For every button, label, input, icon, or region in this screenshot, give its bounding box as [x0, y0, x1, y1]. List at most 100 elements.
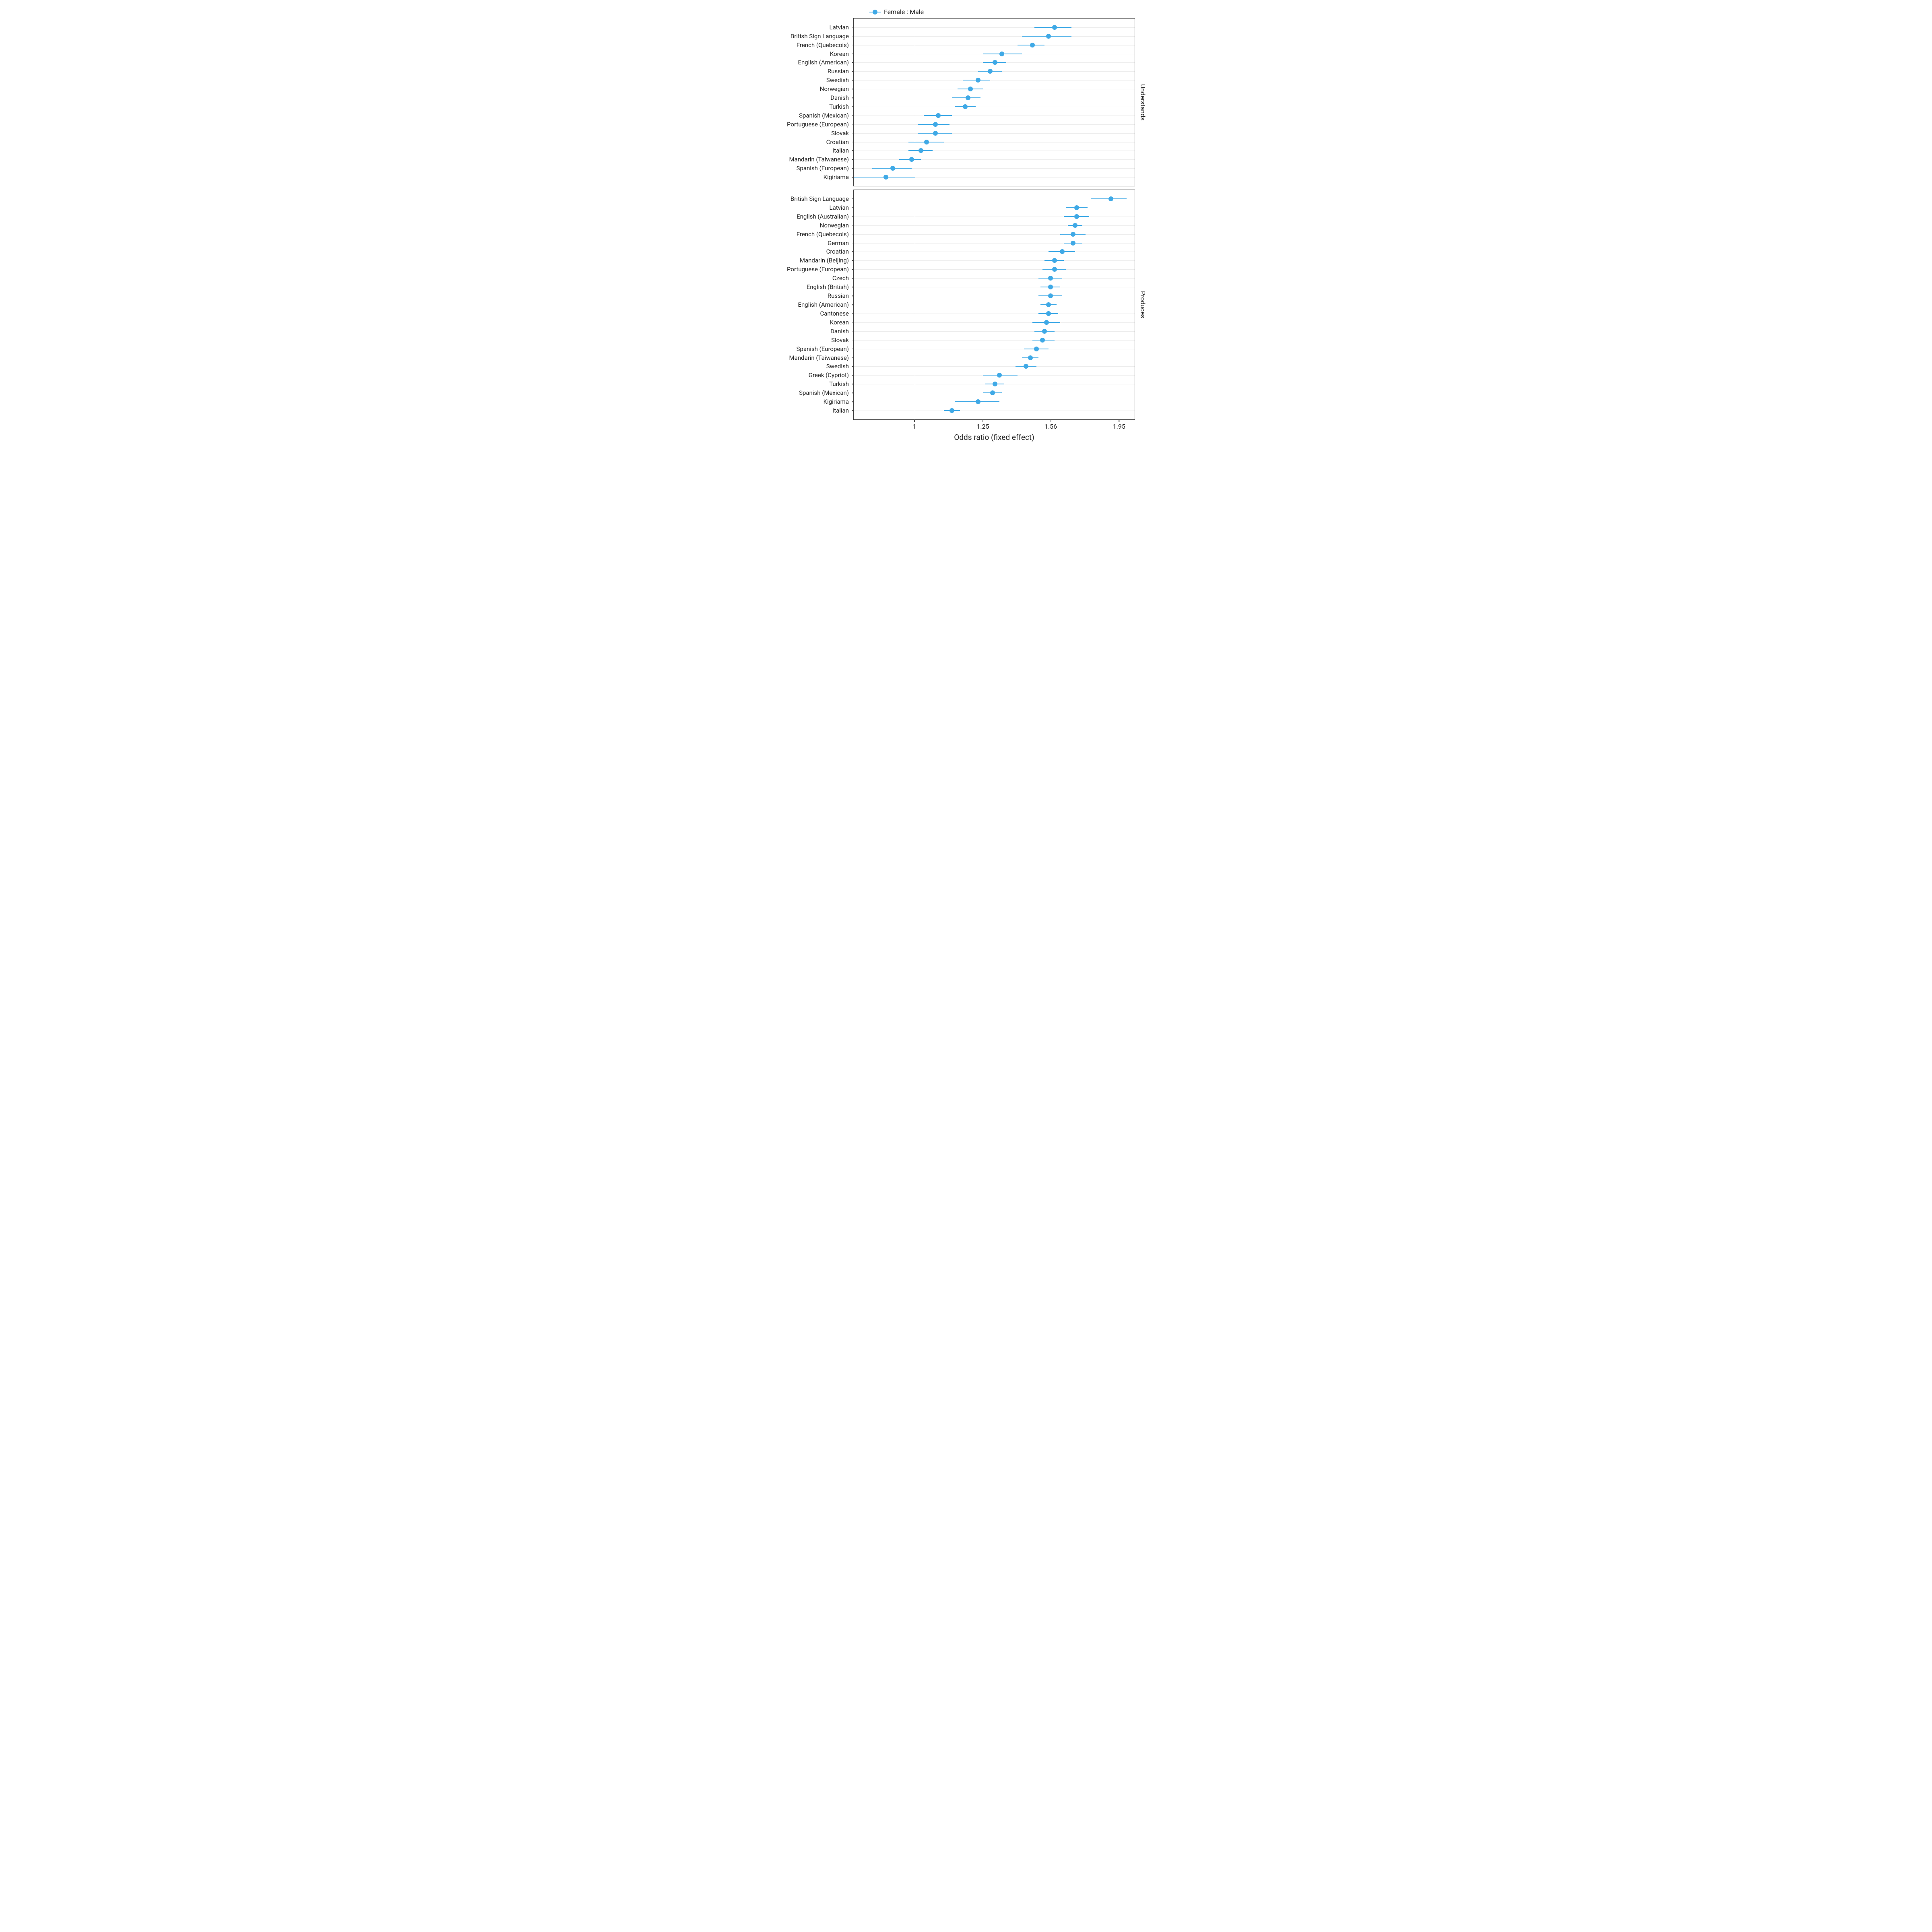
y-axis-label: Spanish (European) [797, 165, 852, 172]
point-estimate [1048, 293, 1053, 298]
y-axis-label: Slovak [831, 130, 852, 137]
y-axis-label: Russian [828, 292, 852, 299]
panels-container: LatvianBritish Sign LanguageFrench (Queb… [773, 18, 1159, 420]
x-axis: 11.251.561.95 [853, 420, 1135, 432]
y-axis-label: Mandarin (Taiwanese) [789, 354, 852, 361]
y-axis-label: French (Quebecois) [797, 41, 852, 49]
y-axis-label: Kigiriama [824, 173, 852, 181]
x-tick-label: 1 [913, 423, 916, 430]
point-estimate [1074, 214, 1079, 219]
panel-understands: LatvianBritish Sign LanguageFrench (Queb… [853, 18, 1135, 186]
y-axis-label: British Sign Language [791, 195, 852, 202]
data-row: Portuguese (European) [854, 124, 1135, 125]
point-estimate [933, 122, 938, 127]
point-estimate [1046, 34, 1051, 39]
data-row: Portuguese (European) [854, 269, 1135, 270]
data-row: Latvian [854, 27, 1135, 28]
y-axis-label: English (Australian) [797, 213, 852, 220]
y-axis-label: Portuguese (European) [787, 121, 852, 128]
data-row: Spanish (European) [854, 168, 1135, 169]
y-axis-label: Mandarin (Taiwanese) [789, 156, 852, 163]
point-estimate [997, 373, 1002, 378]
point-estimate [1048, 276, 1053, 281]
data-row: German [854, 243, 1135, 244]
point-estimate [976, 399, 980, 404]
legend-marker [869, 10, 881, 14]
data-row: English (American) [854, 62, 1135, 63]
point-estimate [1040, 338, 1045, 343]
panel-produces: British Sign LanguageLatvianEnglish (Aus… [853, 190, 1135, 420]
data-row: Greek (Cypriot) [854, 375, 1135, 376]
y-axis-label: French (Quebecois) [797, 231, 852, 238]
point-estimate [990, 390, 995, 395]
point-estimate [919, 148, 923, 153]
point-estimate [968, 87, 973, 91]
x-tick [1119, 420, 1120, 422]
y-axis-label: Kigiriama [824, 398, 852, 405]
data-row: Danish [854, 331, 1135, 332]
y-axis-label: Spanish (Mexican) [799, 389, 852, 396]
y-axis-label: Korean [830, 50, 852, 58]
y-axis-label: English (American) [798, 301, 852, 308]
point-estimate [999, 52, 1004, 56]
point-estimate [1028, 355, 1033, 360]
y-axis-label: Mandarin (Beijing) [800, 257, 852, 264]
y-axis-label: Danish [830, 94, 852, 101]
data-row: Czech [854, 278, 1135, 279]
x-tick-label: 1.95 [1113, 423, 1125, 430]
point-estimate [1046, 302, 1051, 307]
y-axis-label: Korean [830, 319, 852, 326]
point-estimate [883, 175, 888, 180]
y-axis-label: British Sign Language [791, 33, 852, 40]
point-estimate [1073, 223, 1077, 228]
point-estimate [976, 78, 980, 83]
y-axis-label: Norwegian [820, 222, 852, 229]
data-row: Slovak [854, 133, 1135, 134]
point-estimate [909, 157, 914, 162]
point-estimate [1108, 196, 1113, 201]
data-row: French (Quebecois) [854, 234, 1135, 235]
data-row: Mandarin (Beijing) [854, 260, 1135, 261]
y-axis-label: Czech [832, 275, 852, 282]
figure: Female : Male LatvianBritish Sign Langua… [773, 8, 1159, 442]
point-estimate [1030, 43, 1035, 47]
y-axis-label: English (American) [798, 59, 852, 66]
point-estimate [993, 382, 997, 386]
y-axis-label: Croatian [826, 248, 852, 255]
point-estimate [924, 140, 929, 144]
point-estimate [890, 166, 895, 171]
point-estimate [933, 131, 938, 136]
point-estimate [963, 104, 968, 109]
x-axis-title: Odds ratio (fixed effect) [853, 432, 1135, 442]
point-estimate [1034, 347, 1039, 351]
y-axis-label: Turkish [829, 380, 852, 388]
y-axis-label: German [828, 239, 852, 247]
y-axis-label: Swedish [826, 76, 852, 84]
y-axis-label: Turkish [829, 103, 852, 110]
data-row: Slovak [854, 340, 1135, 341]
facet-strip: Understands [1135, 18, 1149, 186]
y-axis-label: Latvian [829, 204, 852, 211]
y-axis-label: Cantonese [820, 310, 852, 317]
y-axis-label: Danish [830, 328, 852, 335]
point-estimate [993, 60, 997, 65]
x-tick [914, 420, 915, 422]
y-axis-label: Spanish (Mexican) [799, 112, 852, 119]
point-estimate [949, 408, 954, 413]
point-estimate [1024, 364, 1028, 369]
data-row: British Sign Language [854, 36, 1135, 37]
y-axis-label: English (British) [807, 283, 852, 291]
y-axis-label: Russian [828, 68, 852, 75]
y-axis-label: Greek (Cypriot) [809, 372, 852, 379]
data-row: Norwegian [854, 225, 1135, 226]
point-estimate [936, 113, 941, 118]
point-estimate [1052, 267, 1057, 272]
y-axis-label: Norwegian [820, 85, 852, 93]
x-tick-label: 1.25 [976, 423, 989, 430]
point-estimate [1060, 249, 1065, 254]
point-estimate [1071, 232, 1075, 237]
y-axis-label: Italian [832, 147, 852, 154]
point-estimate [1046, 311, 1051, 316]
y-axis-label: Spanish (European) [797, 345, 852, 353]
legend-label: Female : Male [884, 8, 924, 16]
